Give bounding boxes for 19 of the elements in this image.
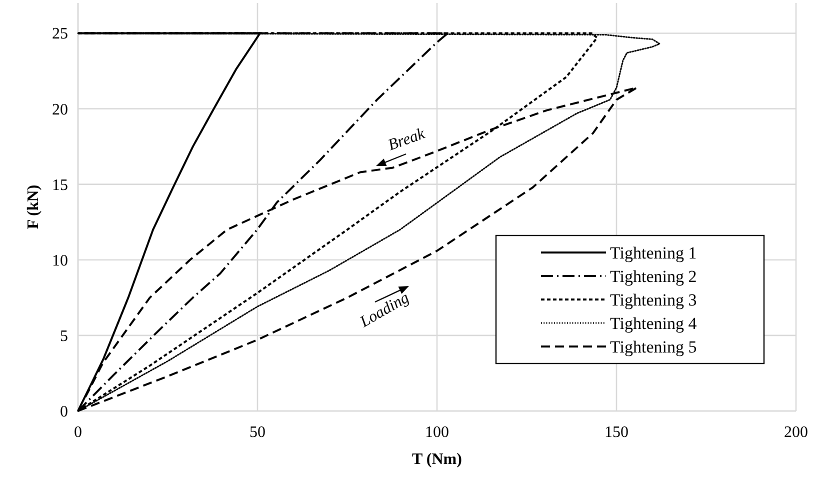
y-tick-label: 15 bbox=[52, 176, 68, 194]
x-tick-label: 100 bbox=[425, 424, 449, 441]
y-tick-label: 5 bbox=[60, 328, 68, 345]
x-axis-title: T (Nm) bbox=[412, 451, 462, 468]
x-tick-label: 0 bbox=[74, 424, 82, 441]
y-tick-label: 20 bbox=[52, 101, 68, 118]
annotation: Break bbox=[386, 125, 428, 154]
legend-label: Tightening 5 bbox=[610, 338, 697, 356]
legend-label: Tightening 4 bbox=[610, 314, 698, 333]
x-tick-label: 50 bbox=[250, 424, 266, 441]
x-tick-label: 150 bbox=[604, 424, 628, 441]
y-tick-label: 25 bbox=[52, 26, 68, 43]
y-axis-title: F (kN) bbox=[25, 184, 42, 230]
legend-label: Tightening 3 bbox=[610, 290, 697, 310]
legend-label: Tightening 1 bbox=[610, 244, 697, 262]
x-tick-label: 200 bbox=[784, 424, 808, 441]
y-tick-label: 0 bbox=[60, 404, 68, 420]
y-tick-label: 10 bbox=[52, 252, 68, 270]
legend-label: Tightening 2 bbox=[610, 267, 697, 286]
